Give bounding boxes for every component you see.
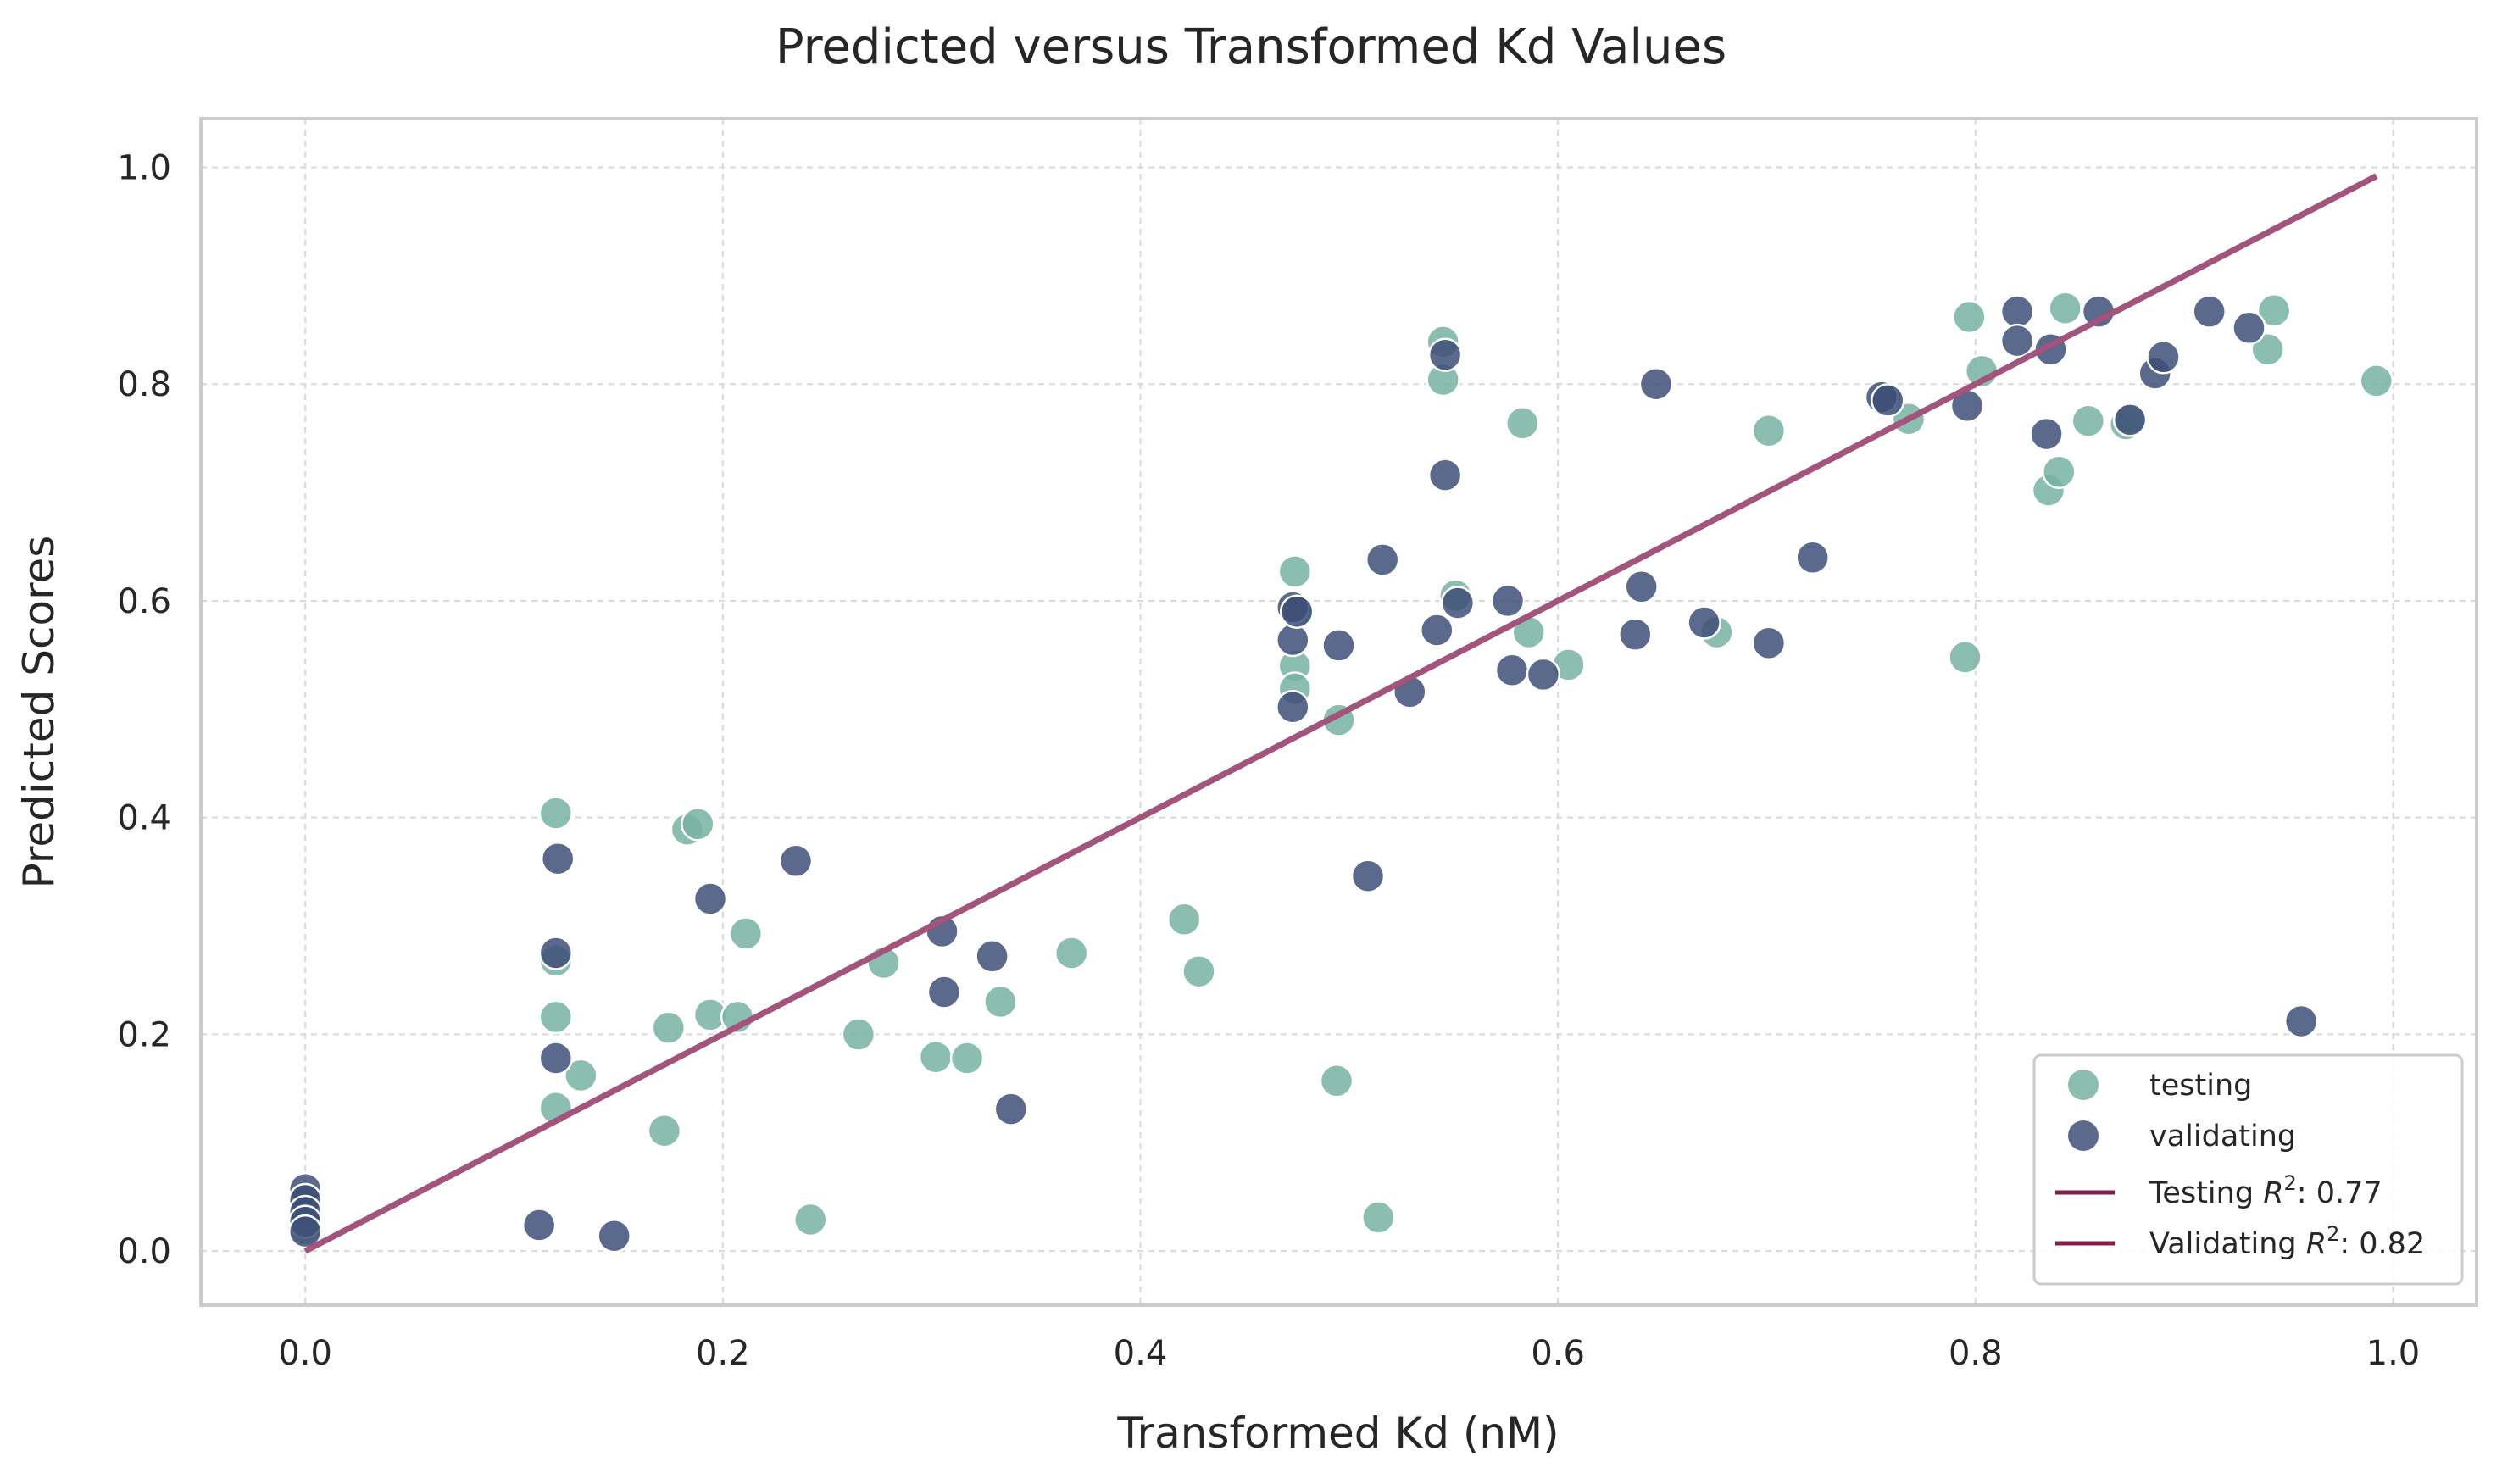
point-validating: [1626, 570, 1658, 603]
point-validating: [2114, 403, 2146, 436]
legend: testing validating Testing R2: 0.77 Vali…: [2034, 1055, 2462, 1284]
point-validating: [1640, 368, 1672, 400]
point-testing: [2049, 292, 2082, 325]
point-validating: [1871, 384, 1904, 416]
point-testing: [730, 918, 762, 950]
point-testing: [1279, 555, 1311, 587]
point-testing: [1753, 414, 1785, 447]
legend-label-testing: testing: [2149, 1069, 2252, 1103]
point-validating: [780, 845, 812, 877]
point-testing: [1183, 955, 1215, 987]
point-validating: [1281, 596, 1313, 628]
point-validating: [523, 1209, 555, 1241]
point-validating: [598, 1220, 631, 1252]
x-tick-label: 0.4: [1114, 1334, 1168, 1373]
point-validating: [1492, 585, 1524, 617]
point-testing: [681, 808, 714, 840]
legend-marker-validating: [2068, 1120, 2099, 1151]
point-testing: [842, 1018, 875, 1050]
point-validating: [1421, 614, 1453, 647]
legend-label-validating: validating: [2149, 1120, 2296, 1153]
point-testing: [648, 1114, 681, 1147]
point-testing: [653, 1012, 685, 1044]
series-validating: [289, 296, 2317, 1253]
point-validating: [1688, 607, 1721, 639]
point-testing: [1168, 903, 1200, 936]
point-validating: [2001, 325, 2033, 357]
point-validating: [2148, 341, 2180, 373]
x-axis-ticks: 0.0 0.2 0.4 0.6 0.8 1.0: [278, 1334, 2420, 1373]
point-validating: [1352, 860, 1384, 892]
x-tick-label: 0.6: [1531, 1334, 1585, 1373]
point-validating: [1429, 339, 1461, 371]
point-validating: [1323, 629, 1355, 661]
legend-label-testing-fit: Testing R2: 0.77: [2149, 1171, 2382, 1210]
x-tick-label: 0.8: [1949, 1334, 2003, 1373]
point-testing: [540, 798, 572, 830]
x-tick-label: 0.0: [278, 1334, 332, 1373]
point-testing: [951, 1042, 983, 1075]
x-axis-label: Transformed Kd (nM): [1116, 1409, 1559, 1458]
point-testing: [2043, 456, 2075, 488]
point-validating: [1442, 587, 1474, 620]
point-validating: [540, 937, 572, 970]
point-validating: [995, 1093, 1027, 1126]
point-testing: [2072, 405, 2104, 437]
point-validating: [1797, 542, 1829, 574]
y-tick-label: 0.4: [117, 799, 171, 838]
y-tick-label: 0.6: [117, 582, 171, 621]
point-validating: [2285, 1005, 2317, 1037]
point-validating: [2233, 312, 2266, 344]
point-testing: [1055, 937, 1087, 970]
legend-marker-testing: [2068, 1070, 2099, 1100]
point-testing: [984, 986, 1016, 1018]
point-testing: [794, 1203, 826, 1236]
x-tick-label: 0.2: [696, 1334, 750, 1373]
point-validating: [1527, 659, 1560, 691]
point-validating: [1496, 654, 1528, 686]
point-validating: [694, 883, 726, 915]
point-validating: [1276, 624, 1309, 656]
point-validating: [1429, 459, 1461, 492]
point-validating: [2001, 296, 2033, 328]
point-testing: [1320, 1064, 1353, 1097]
point-validating: [540, 1042, 572, 1075]
point-validating: [1753, 627, 1785, 659]
chart-title: Predicted versus Transformed Kd Values: [776, 19, 1726, 75]
y-tick-label: 1.0: [117, 149, 171, 188]
y-tick-label: 0.8: [117, 365, 171, 404]
y-tick-label: 0.0: [117, 1232, 171, 1271]
legend-label-validating-fit: Validating R2: 0.82: [2149, 1222, 2425, 1261]
y-tick-label: 0.2: [117, 1015, 171, 1054]
point-testing: [1953, 301, 1985, 333]
point-testing: [1362, 1201, 1394, 1233]
point-testing: [920, 1041, 952, 1073]
point-validating: [976, 940, 1009, 972]
y-axis-ticks: 0.0 0.2 0.4 0.6 0.8 1.0: [117, 149, 171, 1272]
point-validating: [2193, 296, 2226, 328]
x-tick-label: 1.0: [2366, 1334, 2421, 1373]
point-validating: [928, 976, 960, 1009]
point-validating: [2031, 418, 2063, 450]
point-validating: [1366, 543, 1398, 575]
point-validating: [1276, 691, 1309, 723]
point-validating: [1619, 619, 1651, 651]
point-testing: [1949, 641, 1982, 673]
y-axis-label: Predicted Scores: [14, 536, 64, 889]
point-validating: [542, 842, 574, 875]
point-testing: [540, 1001, 572, 1033]
point-testing: [1506, 407, 1538, 439]
point-testing: [2360, 364, 2393, 397]
